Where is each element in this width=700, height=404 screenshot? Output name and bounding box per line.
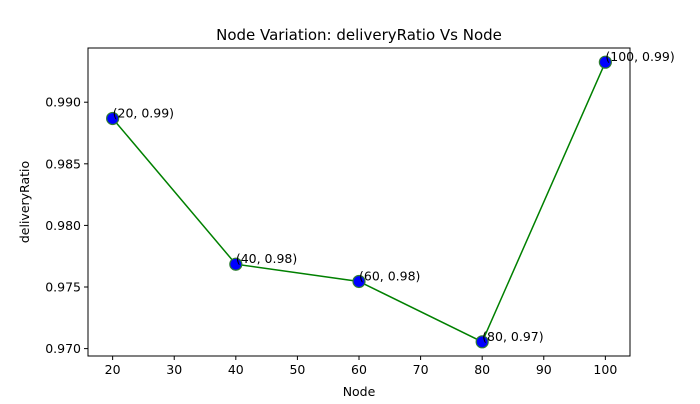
data-point xyxy=(229,257,243,271)
data-point xyxy=(106,111,120,126)
x-tick-label: 70 xyxy=(413,362,429,377)
data-label: (40, 0.98) xyxy=(236,251,297,266)
data-label: (60, 0.98) xyxy=(359,268,420,283)
y-tick-label: 0.985 xyxy=(45,156,81,171)
x-tick-label: 80 xyxy=(474,362,490,377)
x-tick-label: 30 xyxy=(166,362,182,377)
x-tick-label: 60 xyxy=(351,362,367,377)
data-point xyxy=(475,335,489,349)
y-axis-label: deliveryRatio xyxy=(17,161,32,243)
y-tick-label: 0.975 xyxy=(45,280,81,295)
x-axis-label: Node xyxy=(343,384,376,399)
series-line xyxy=(112,61,607,343)
data-label: (80, 0.97) xyxy=(482,329,543,344)
chart-title: Node Variation: deliveryRatio Vs Node xyxy=(216,26,502,44)
data-label: (20, 0.99) xyxy=(113,105,174,120)
data-labels: (20, 0.99) (40, 0.98) (60, 0.98) (80, 0.97)… xyxy=(113,49,675,344)
y-tick-label: 0.990 xyxy=(45,95,81,110)
x-tick-label: 20 xyxy=(105,362,121,377)
y-tick-label: 0.970 xyxy=(45,341,81,356)
data-label: (100, 0.99) xyxy=(605,49,674,64)
y-tick-label: 0.980 xyxy=(45,218,81,233)
x-tick-label: 50 xyxy=(289,362,305,377)
y-axis: 0.970 0.975 0.980 0.985 0.990 xyxy=(45,95,88,356)
x-tick-label: 40 xyxy=(228,362,244,377)
data-point xyxy=(352,274,366,289)
series-layer xyxy=(106,55,612,349)
axes-frame xyxy=(87,47,631,357)
plot-area xyxy=(87,47,631,357)
x-tick-label: 100 xyxy=(593,362,617,377)
x-axis: 20 30 40 50 60 70 80 90 100 xyxy=(105,356,617,377)
data-point xyxy=(598,55,612,69)
x-tick-label: 90 xyxy=(536,362,552,377)
